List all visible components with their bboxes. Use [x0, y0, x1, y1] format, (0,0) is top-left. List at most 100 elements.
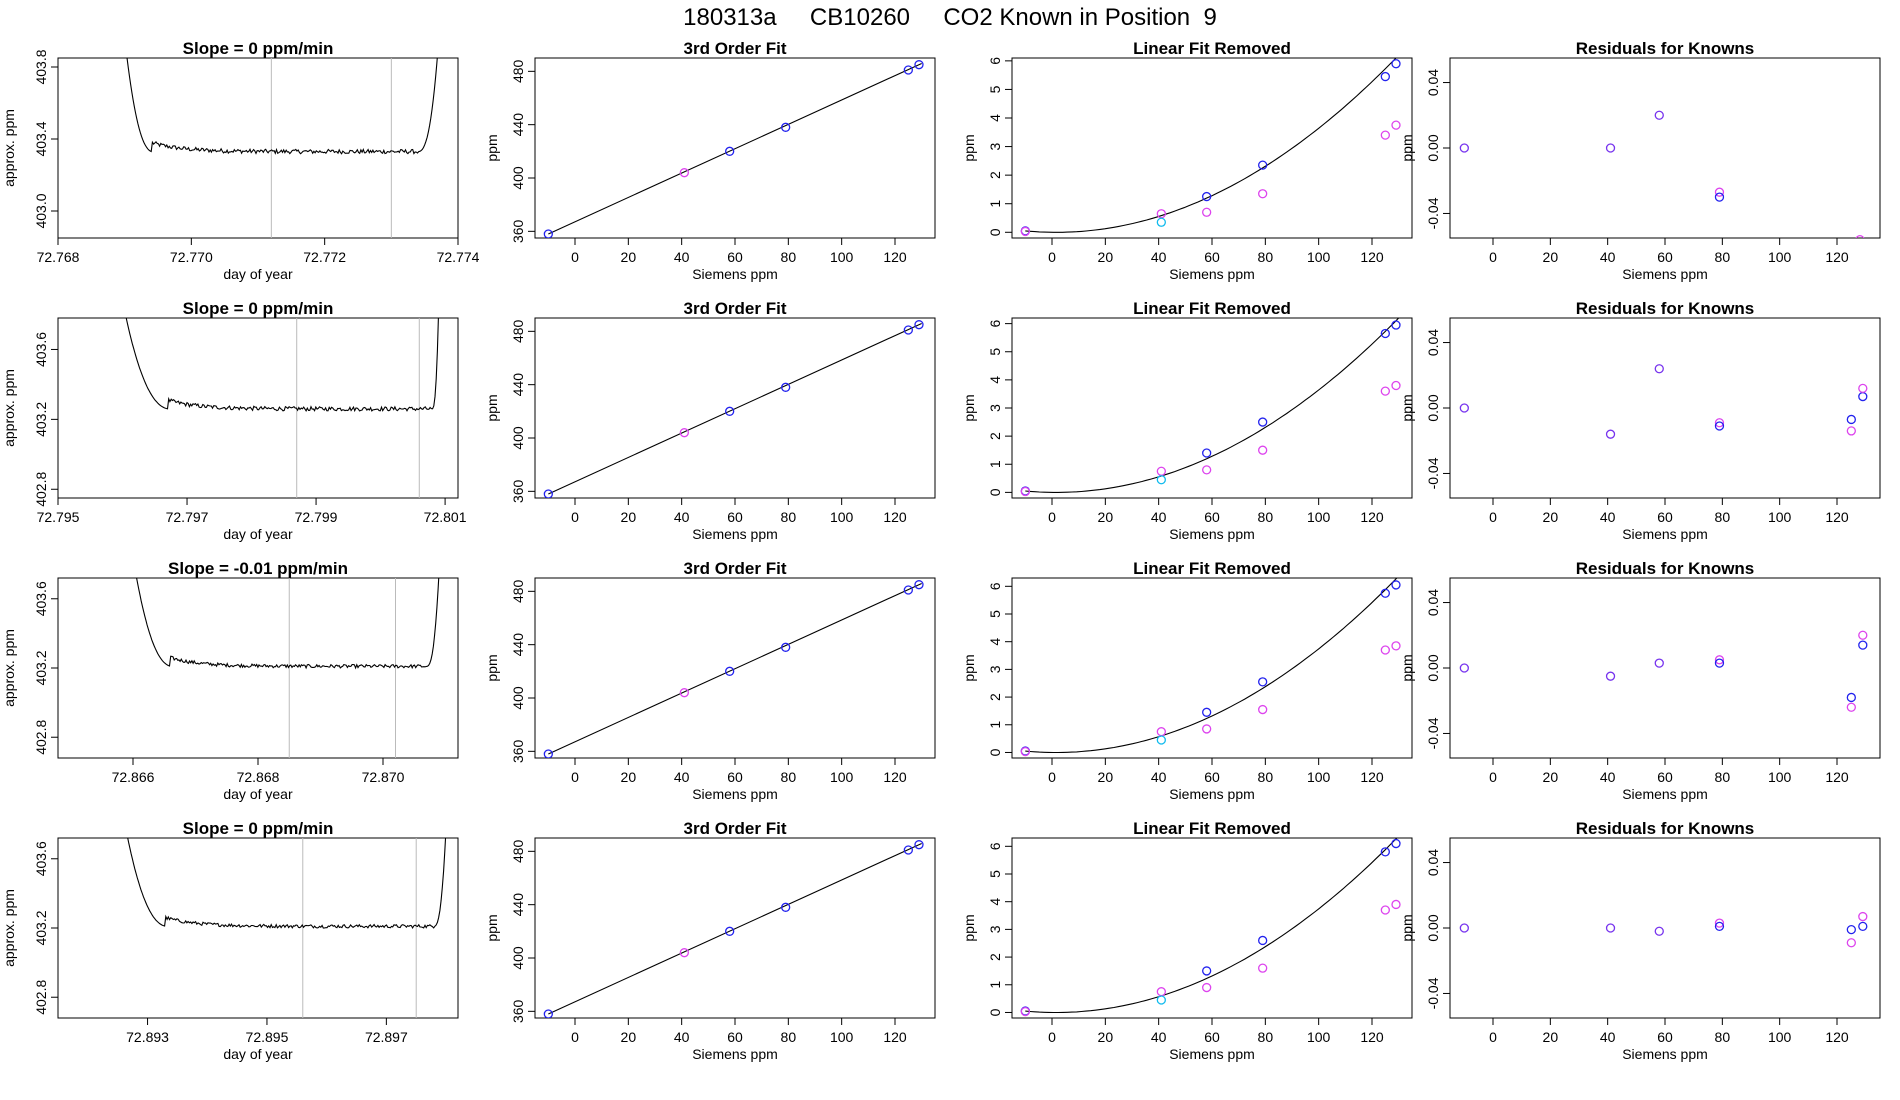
data-point	[1846, 414, 1856, 425]
y-tick-label: 403.2	[33, 910, 49, 945]
plot-frame	[57, 837, 459, 1019]
data-point	[1156, 475, 1166, 485]
y-tick-label: 360	[510, 479, 526, 503]
plot-area	[1459, 110, 1865, 238]
concentration-trace	[126, 58, 438, 155]
plot-area	[1459, 630, 1868, 712]
y-tick-label: -0.04	[1425, 977, 1441, 1009]
x-tick-label: 120	[1825, 769, 1849, 785]
panel-time-1: Slope = 0 ppm/min 72.768 72.770 72.772 72.77…	[1, 39, 480, 282]
x-tick-label: 0	[1048, 249, 1056, 265]
data-point	[1156, 995, 1166, 1005]
panel-title: Slope = 0 ppm/min	[183, 819, 334, 838]
data-point	[781, 642, 791, 652]
data-point	[1714, 187, 1725, 197]
y-tick-label: 403.6	[33, 841, 49, 876]
data-point	[1714, 421, 1725, 431]
y-tick-label: -0.04	[1425, 197, 1441, 229]
y-axis-label: ppm	[484, 134, 500, 161]
x-tick-label: 20	[1543, 769, 1559, 785]
y-tick-label: 6	[987, 842, 1003, 850]
y-tick-label: 480	[510, 579, 526, 603]
x-tick-label: 20	[621, 769, 637, 785]
y-axis-label: approx. ppm	[1, 889, 17, 967]
y-tick-label: 403.6	[33, 332, 49, 367]
x-tick-label: 0	[571, 769, 579, 785]
y-tick-label: -0.04	[1425, 717, 1441, 749]
y-tick-label: 6	[987, 57, 1003, 65]
panel-resid-1: Residuals for Knowns 0 20 40 60 80 100 120 Sieme…	[1399, 39, 1881, 282]
data-point	[1202, 724, 1212, 734]
panel-title: Linear Fit Removed	[1133, 39, 1291, 58]
x-tick-label: 40	[1151, 249, 1167, 265]
x-tick-label: 20	[1543, 1029, 1559, 1045]
y-tick-label: 0.00	[1425, 914, 1441, 941]
data-point	[1380, 386, 1390, 396]
data-point	[1459, 923, 1469, 933]
x-tick-label: 40	[1600, 769, 1616, 785]
x-tick-label: 0	[571, 249, 579, 265]
y-tick-label: 6	[987, 320, 1003, 328]
data-point	[1258, 704, 1268, 715]
x-tick-label: 100	[1768, 249, 1792, 265]
x-tick-label: 20	[621, 509, 637, 525]
panel-title: Slope = 0 ppm/min	[183, 299, 334, 318]
data-point	[1391, 380, 1401, 391]
data-point	[1605, 671, 1616, 681]
y-tick-label: 360	[510, 219, 526, 243]
fit-curve	[1025, 838, 1398, 1014]
y-axis-label: ppm	[961, 134, 977, 161]
plot-area	[136, 578, 440, 758]
y-tick-label: 2	[987, 432, 1003, 440]
x-tick-label: 80	[781, 769, 797, 785]
panel-title: Residuals for Knowns	[1576, 819, 1755, 838]
y-tick-label: 0.00	[1425, 134, 1441, 161]
fit-line	[548, 582, 922, 755]
x-axis-label: Siemens ppm	[1169, 786, 1255, 802]
plot-area	[1020, 838, 1401, 1017]
x-axis-label: Siemens ppm	[1169, 266, 1255, 282]
data-point	[1858, 640, 1868, 650]
data-point	[1258, 417, 1268, 427]
x-tick-label: 80	[1715, 1029, 1731, 1045]
data-point	[1020, 746, 1030, 757]
x-tick-label: 20	[1543, 249, 1559, 265]
x-tick-label: 60	[727, 249, 743, 265]
y-tick-label: 400	[510, 166, 526, 190]
data-point	[1156, 217, 1166, 227]
x-tick-label: 120	[1825, 249, 1849, 265]
y-tick-label: 0.04	[1425, 329, 1441, 356]
x-tick-label: 80	[781, 509, 797, 525]
y-tick-label: 0.00	[1425, 654, 1441, 681]
y-tick-label: 5	[987, 348, 1003, 356]
panel-title: Slope = -0.01 ppm/min	[168, 559, 348, 578]
plot-area	[1020, 58, 1401, 237]
y-tick-label: 440	[510, 893, 526, 917]
data-point	[1020, 1006, 1030, 1017]
y-tick-label: 6	[987, 582, 1003, 590]
x-tick-label: 72.770	[170, 249, 213, 265]
plot-frame	[1449, 317, 1881, 499]
data-point	[1858, 630, 1868, 640]
data-point	[903, 585, 913, 595]
x-tick-label: 120	[883, 769, 907, 785]
y-tick-label: 480	[510, 839, 526, 863]
data-point	[1020, 486, 1030, 497]
panel-resid-2: Residuals for Knowns 0 20 40 60 80 100 120 Sieme…	[1399, 299, 1881, 542]
x-tick-label: 72.870	[362, 769, 405, 785]
x-tick-label: 80	[1258, 509, 1274, 525]
data-point	[914, 840, 924, 850]
y-tick-label: 400	[510, 686, 526, 710]
y-tick-label: 3	[987, 665, 1003, 673]
data-point	[1714, 418, 1725, 428]
data-point	[914, 580, 924, 590]
y-tick-label: -0.04	[1425, 457, 1441, 489]
x-tick-label: 40	[1151, 1029, 1167, 1045]
y-tick-label: 4	[987, 114, 1003, 122]
data-point	[1846, 924, 1856, 935]
x-tick-label: 72.768	[37, 249, 80, 265]
data-point	[1156, 466, 1166, 476]
panel-title: Linear Fit Removed	[1133, 559, 1291, 578]
x-tick-label: 60	[1657, 769, 1673, 785]
data-point	[1391, 120, 1401, 130]
